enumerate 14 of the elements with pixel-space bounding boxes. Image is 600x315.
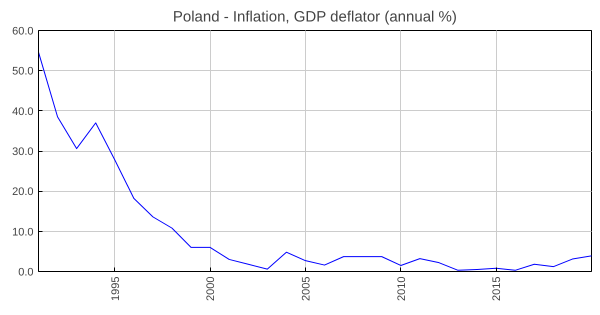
y-tick-label: 60.0 [12, 26, 34, 38]
y-tick-label: 0.0 [18, 266, 34, 278]
chart-title: Poland - Inflation, GDP deflator (annual %) [172, 8, 457, 26]
x-tick-label: 2010 [396, 276, 408, 301]
line-series [38, 52, 592, 271]
y-tick-label: 10.0 [12, 226, 34, 238]
x-tick-label: 2015 [491, 276, 504, 301]
y-tick-label: 50.0 [12, 66, 34, 78]
y-tick-label: 30.0 [12, 146, 34, 158]
y-tick-label: 20.0 [12, 186, 34, 198]
x-tick-label: 2005 [300, 276, 312, 301]
x-tick-label: 1995 [110, 276, 122, 301]
x-tick-label: 2000 [205, 276, 218, 301]
y-tick-label: 40.0 [12, 106, 34, 118]
